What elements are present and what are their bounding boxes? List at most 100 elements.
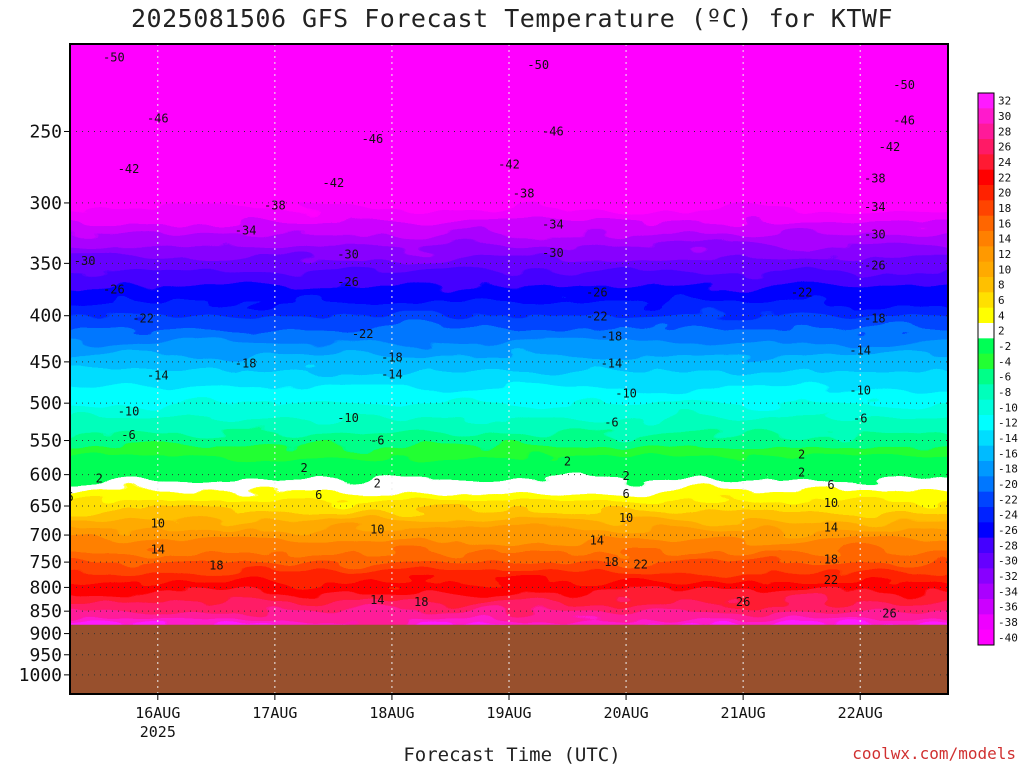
- colorbar-label: 6: [998, 294, 1005, 307]
- y-tick-label: 600: [29, 465, 62, 486]
- colorbar-label: -26: [998, 524, 1018, 537]
- contour-label: 10: [824, 496, 838, 510]
- colorbar-label: 12: [998, 248, 1011, 261]
- contour-label: 14: [590, 534, 604, 548]
- contour-label: -22: [352, 327, 374, 341]
- contour-label: -14: [147, 369, 169, 383]
- colorbar-label: 2: [998, 325, 1005, 338]
- y-tick-label: 1000: [19, 665, 62, 686]
- colorbar-swatch: [978, 553, 994, 569]
- contour-label: -46: [362, 132, 384, 146]
- contour-label: 10: [370, 522, 384, 536]
- colorbar-swatch: [978, 583, 994, 600]
- y-tick-label: 250: [29, 121, 62, 142]
- contour-label: 22: [824, 573, 838, 587]
- x-axis-label: Forecast Time (UTC): [403, 744, 621, 766]
- colorbar-label: 14: [998, 233, 1012, 246]
- contour-label: -50: [527, 58, 549, 72]
- colorbar-label: -18: [998, 463, 1018, 476]
- colorbar-label: -12: [998, 417, 1018, 430]
- colorbar-swatch: [978, 323, 994, 339]
- colorbar-swatch: [978, 384, 994, 401]
- contour-label: -26: [586, 285, 608, 299]
- colorbar-swatch: [978, 292, 994, 309]
- contour-label: 14: [824, 521, 838, 535]
- colorbar-label: -10: [998, 401, 1018, 414]
- colorbar-swatch: [978, 629, 994, 646]
- contour-label: 10: [151, 517, 165, 531]
- contour-label: -14: [381, 368, 403, 382]
- contour-label: 26: [736, 595, 750, 609]
- contour-label: -50: [893, 78, 915, 92]
- x-tick-label: 22AUG: [838, 704, 883, 722]
- contour-label: -22: [586, 310, 608, 324]
- contour-label: 22: [633, 558, 647, 572]
- contour-label: -38: [264, 199, 286, 213]
- colorbar-swatch: [978, 568, 994, 585]
- colorbar-label: -8: [998, 386, 1011, 399]
- contour-label: 2: [564, 454, 571, 468]
- contour-label: -42: [323, 176, 345, 190]
- colorbar-label: 18: [998, 202, 1011, 215]
- contour-label: -6: [604, 415, 618, 429]
- colorbar-label: -40: [998, 631, 1018, 644]
- colorbar-swatch: [978, 246, 994, 263]
- contour-label: -26: [864, 259, 886, 273]
- contour-label: -42: [118, 162, 140, 176]
- colorbar-label: -24: [998, 509, 1018, 522]
- ground-mask: [70, 624, 948, 694]
- contour-label: -30: [74, 254, 96, 268]
- colorbar-swatch: [978, 461, 994, 477]
- colorbar-swatch: [978, 338, 994, 355]
- contour-label: 14: [151, 542, 165, 556]
- contour-label: -6: [121, 428, 135, 442]
- chart-title: 2025081506 GFS Forecast Temperature (ºC)…: [130, 4, 893, 33]
- colorbar: 32 30 28 26 24 22 20 18 16 14 12 10 8 6 4 2 -2 -4 -6 -8 -10 -…: [977, 92, 1018, 646]
- colorbar-swatch: [978, 399, 994, 416]
- colorbar-swatch: [978, 430, 994, 447]
- colorbar-swatch: [978, 307, 994, 324]
- contour-label: 18: [209, 559, 223, 573]
- x-tick-label: 17AUG: [252, 704, 297, 722]
- contour-label: -22: [791, 285, 813, 299]
- colorbar-swatch: [978, 154, 994, 171]
- colorbar-label: -38: [998, 616, 1018, 629]
- colorbar-swatch: [978, 139, 994, 155]
- y-tick-label: 850: [29, 601, 62, 622]
- contour-label: -26: [103, 282, 125, 296]
- contour-label: -34: [864, 200, 886, 214]
- colorbar-label: 22: [998, 171, 1011, 184]
- colorbar-label: 30: [998, 110, 1011, 123]
- colorbar-label: -36: [998, 601, 1018, 614]
- x-tick-label: 18AUG: [369, 704, 414, 722]
- colorbar-label: -20: [998, 478, 1018, 491]
- contour-label: -42: [498, 158, 520, 172]
- x-tick-label: 19AUG: [486, 704, 531, 722]
- contour-label: 2: [798, 466, 805, 480]
- y-tick-label: 950: [29, 645, 62, 666]
- colorbar-label: 24: [998, 156, 1012, 169]
- colorbar-label: 4: [998, 309, 1005, 322]
- colorbar-label: -4: [998, 355, 1012, 368]
- colorbar-label: -32: [998, 570, 1018, 583]
- contour-label: 2: [301, 461, 308, 475]
- colorbar-label: 20: [998, 187, 1011, 200]
- colorbar-label: -6: [998, 371, 1011, 384]
- colorbar-label: -30: [998, 555, 1018, 568]
- plot-area: -50-50-50-46-46-46-46-42-42-42-42-38-38-…: [70, 44, 948, 694]
- contour-label: 18: [414, 595, 428, 609]
- colorbar-swatch: [978, 108, 994, 125]
- colorbar-label: -22: [998, 493, 1018, 506]
- contour-label: -22: [132, 312, 154, 326]
- y-tick-label: 900: [29, 624, 62, 645]
- colorbar-swatch: [978, 537, 994, 554]
- contour-label: -46: [147, 112, 169, 126]
- contour-label: -18: [864, 312, 886, 326]
- contour-label: -10: [615, 387, 637, 401]
- colorbar-swatch: [978, 415, 994, 431]
- colorbar-swatch: [978, 522, 994, 539]
- y-tick-label: 700: [29, 525, 62, 546]
- grid-lines: [70, 44, 948, 694]
- contour-label: -42: [879, 140, 901, 154]
- contour-label: 2: [622, 469, 629, 483]
